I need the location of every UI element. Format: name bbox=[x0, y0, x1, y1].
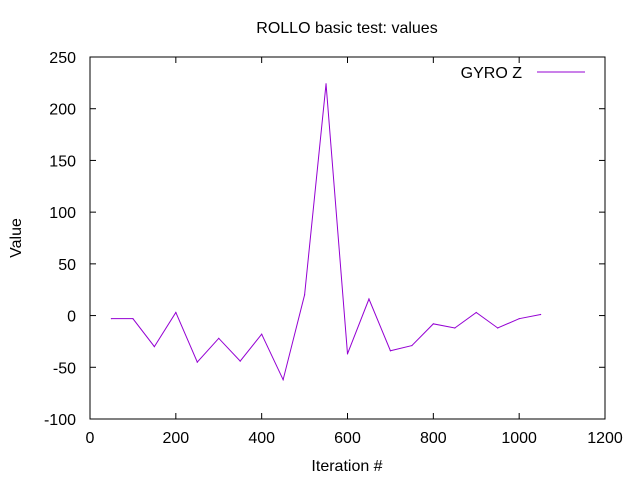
y-tick-label: 0 bbox=[67, 309, 76, 326]
chart-title: ROLLO basic test: values bbox=[256, 20, 437, 37]
data-point bbox=[497, 327, 499, 329]
data-point bbox=[432, 323, 434, 325]
data-point bbox=[132, 318, 134, 320]
series-line bbox=[111, 83, 541, 382]
x-tick-label: 400 bbox=[248, 430, 275, 447]
data-point bbox=[411, 344, 413, 347]
series-layer bbox=[110, 83, 542, 382]
data-point bbox=[368, 298, 370, 300]
y-tick-label: -50 bbox=[53, 360, 76, 377]
data-point bbox=[175, 311, 177, 314]
y-tick-label: 250 bbox=[49, 50, 76, 67]
data-point bbox=[110, 318, 113, 320]
x-tick-label: 600 bbox=[334, 430, 361, 447]
data-point bbox=[389, 350, 392, 352]
data-point bbox=[540, 313, 542, 316]
data-point bbox=[261, 333, 263, 335]
plot-frame bbox=[89, 56, 606, 420]
axis-ticks bbox=[89, 56, 606, 420]
data-point bbox=[454, 327, 456, 329]
data-point bbox=[153, 346, 155, 348]
data-point bbox=[282, 379, 284, 381]
data-point bbox=[303, 294, 306, 296]
x-axis-label: Iteration # bbox=[311, 458, 382, 475]
y-tick-label: 200 bbox=[49, 102, 76, 119]
data-point bbox=[239, 360, 241, 362]
y-tick-label: -100 bbox=[44, 412, 76, 429]
axis-tick-labels: 0 200 400 600 800 1000 1200 -100 -50 0 50 100 150 200… bbox=[44, 50, 623, 447]
data-point bbox=[218, 337, 220, 339]
x-tick-label: 800 bbox=[420, 430, 447, 447]
legend-label: GYRO Z bbox=[461, 65, 523, 82]
data-point bbox=[518, 318, 520, 320]
legend: GYRO Z bbox=[461, 65, 585, 82]
y-tick-label: 50 bbox=[58, 257, 76, 274]
data-point bbox=[196, 361, 198, 363]
data-point bbox=[475, 311, 477, 314]
data-point bbox=[325, 83, 327, 85]
x-tick-label: 200 bbox=[162, 430, 189, 447]
x-tick-label: 0 bbox=[86, 430, 95, 447]
x-tick-label: 1200 bbox=[587, 430, 623, 447]
y-tick-label: 100 bbox=[49, 205, 76, 222]
y-tick-label: 150 bbox=[49, 153, 76, 170]
y-axis-label: Value bbox=[8, 218, 25, 258]
x-tick-label: 1000 bbox=[501, 430, 537, 447]
data-point bbox=[346, 353, 349, 355]
